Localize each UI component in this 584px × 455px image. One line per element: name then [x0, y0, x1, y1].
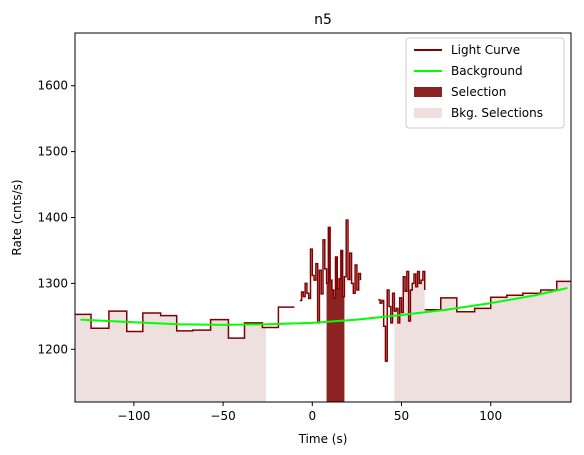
x-tick-label: 100 — [479, 409, 502, 423]
selection-fill — [326, 227, 345, 402]
x-tick-label: 0 — [308, 409, 316, 423]
legend: Light Curve Background Selection Bkg. Selec… — [405, 37, 565, 129]
x-axis-label: Time (s) — [298, 432, 348, 446]
legend-label-light_curve: Light Curve — [451, 43, 520, 57]
y-tick-label: 1400 — [37, 211, 68, 225]
legend-label-selection: Selection — [451, 85, 506, 99]
y-tick-label: 1600 — [37, 79, 68, 93]
y-tick-label: 1200 — [37, 342, 68, 356]
bkg-selection-region-1 — [75, 311, 266, 402]
legend-swatch-selection — [414, 87, 442, 97]
x-tick-label: −50 — [210, 409, 235, 423]
y-axis-label: Rate (cnts/s) — [10, 179, 24, 255]
legend-label-background: Background — [451, 64, 523, 78]
x-tick-label: 50 — [394, 409, 409, 423]
y-tick-label: 1300 — [37, 276, 68, 290]
legend-label-bkg_selection: Bkg. Selections — [451, 106, 543, 120]
y-tick-label: 1500 — [37, 145, 68, 159]
bkg-selection-regions — [75, 271, 571, 402]
light-curve-series — [75, 219, 571, 362]
background-line — [80, 287, 568, 326]
light-curve-coarse-left — [75, 306, 295, 339]
y-axis-ticks: 1200 1300 1400 1500 1600 — [37, 79, 75, 356]
light-curve-fine-right — [378, 270, 426, 362]
x-tick-label: −100 — [117, 409, 150, 423]
x-axis-ticks: −100 −50 0 50 100 — [117, 402, 502, 423]
bkg-selection-region-2 — [394, 271, 571, 402]
selection-region — [326, 227, 345, 402]
chart-title: n5 — [314, 12, 332, 28]
background-series — [80, 287, 568, 326]
light-curve-fine-middle — [299, 219, 362, 324]
light-curve-coarse-right — [424, 280, 571, 313]
legend-swatch-bkg_selection — [414, 108, 442, 118]
legend-box — [405, 37, 565, 129]
